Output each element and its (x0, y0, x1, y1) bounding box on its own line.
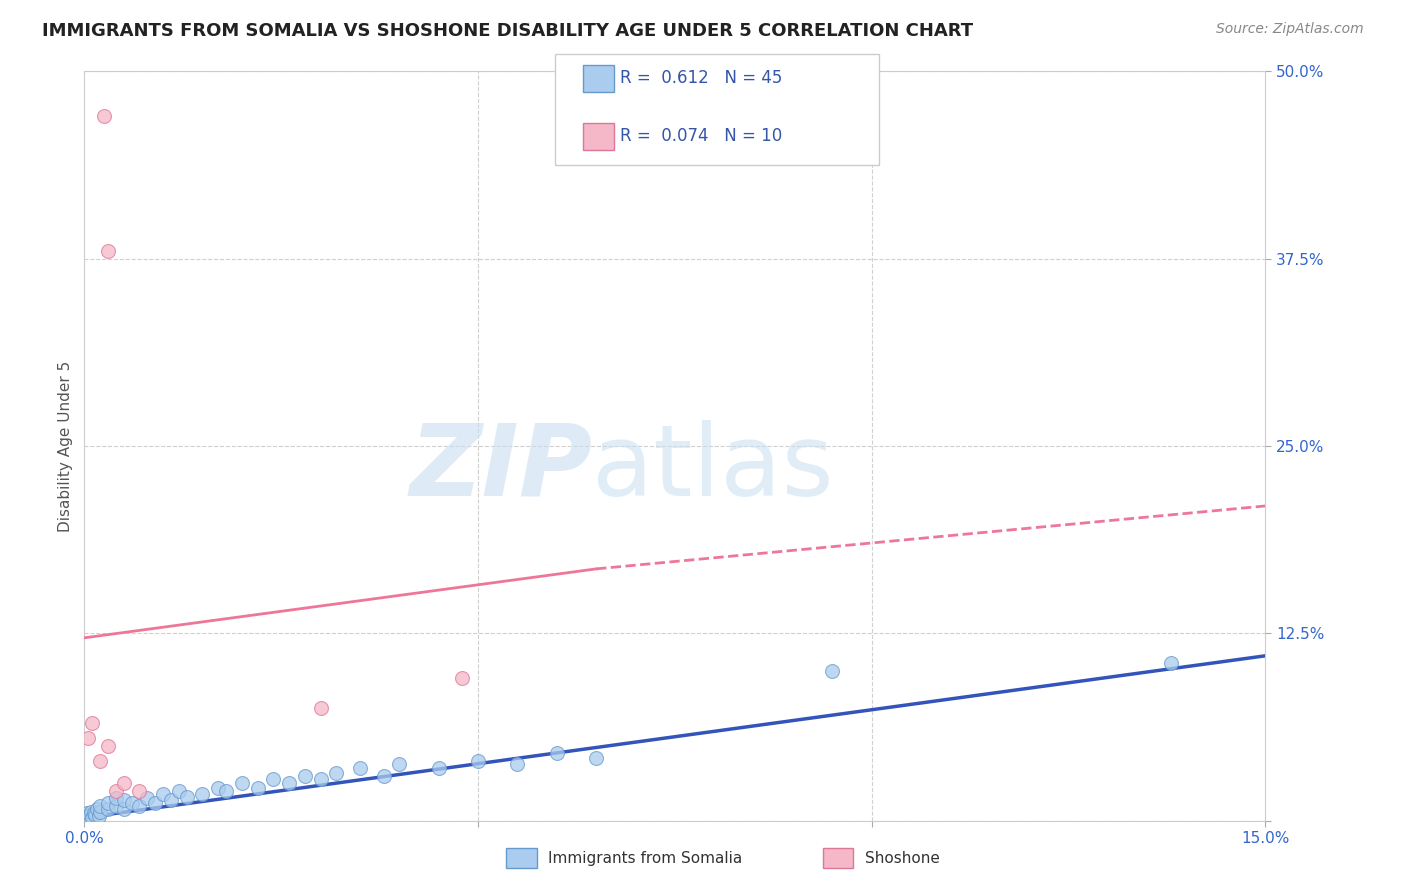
Point (87, 809, 110, 823)
Point (82, 811, 104, 825)
Point (104, 791, 127, 805)
Point (86, 802, 108, 816)
Text: Source: ZipAtlas.com: Source: ZipAtlas.com (1216, 22, 1364, 37)
Point (128, 798, 150, 813)
Point (84, 807, 107, 822)
Point (309, 772, 332, 786)
Text: Immigrants from Somalia: Immigrants from Somalia (548, 851, 742, 865)
Point (76, 806, 98, 821)
Point (93, 109, 115, 123)
Point (112, 802, 135, 816)
Y-axis label: Disability Age Under 5: Disability Age Under 5 (58, 360, 73, 532)
Point (77, 809, 100, 823)
Point (80, 805, 103, 819)
Text: IMMIGRANTS FROM SOMALIA VS SHOSHONE DISABILITY AGE UNDER 5 CORRELATION CHART: IMMIGRANTS FROM SOMALIA VS SHOSHONE DISA… (42, 22, 973, 40)
Point (294, 769, 316, 783)
Text: Shoshone: Shoshone (865, 851, 939, 865)
Point (231, 776, 253, 790)
Point (585, 750, 607, 764)
Point (104, 798, 127, 813)
Point (152, 787, 174, 801)
Point (325, 765, 347, 780)
Point (79, 807, 101, 822)
Point (215, 783, 238, 797)
Point (112, 792, 135, 806)
Text: ZIP: ZIP (409, 420, 592, 517)
Point (89, 754, 111, 768)
Point (467, 754, 489, 768)
Point (77, 731, 100, 746)
Point (160, 792, 183, 806)
Point (373, 769, 395, 783)
Point (121, 796, 143, 810)
Text: R =  0.074   N = 10: R = 0.074 N = 10 (620, 128, 782, 145)
Point (246, 780, 269, 795)
Point (388, 756, 411, 771)
Point (83, 806, 105, 821)
Point (97, 739, 120, 753)
Point (176, 789, 198, 804)
Point (167, 783, 190, 797)
Point (136, 791, 159, 805)
Text: R =  0.612   N = 45: R = 0.612 N = 45 (620, 70, 782, 87)
Point (97, 802, 120, 816)
Point (546, 746, 568, 760)
Point (278, 776, 301, 790)
Point (191, 787, 214, 801)
Point (309, 701, 332, 715)
Point (821, 664, 844, 678)
Point (97, 244, 120, 259)
Point (89, 805, 111, 819)
Point (89, 798, 111, 813)
Point (1160, 657, 1182, 671)
Point (82, 716, 104, 731)
Point (128, 783, 150, 797)
Point (427, 761, 450, 775)
Point (207, 780, 229, 795)
Point (262, 772, 284, 786)
Point (112, 776, 135, 790)
Point (97, 796, 120, 810)
Point (451, 671, 474, 685)
Point (349, 761, 371, 775)
Text: atlas: atlas (592, 420, 834, 517)
Point (143, 796, 166, 810)
Point (104, 783, 127, 797)
Point (506, 756, 529, 771)
